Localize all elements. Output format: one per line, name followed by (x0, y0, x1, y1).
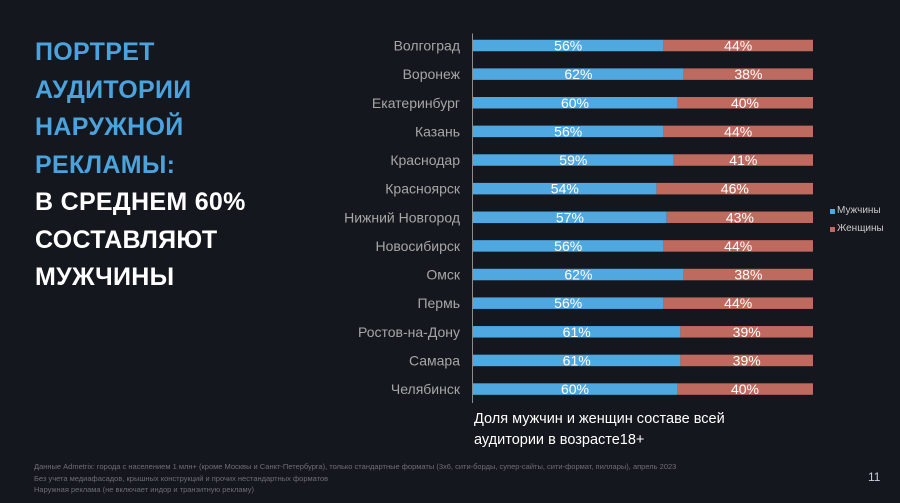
category-label: Волгоград (394, 38, 460, 54)
data-label-men: 59% (559, 152, 587, 168)
subtitle-line: В СРЕДНЕМ 60% (35, 188, 246, 216)
data-label-men: 61% (563, 324, 591, 340)
page-number: 11 (868, 470, 881, 484)
data-label-women: 40% (731, 95, 759, 111)
data-label-men: 57% (556, 209, 584, 225)
title-line: НАРУЖНОЙ (35, 113, 184, 141)
data-label-men: 54% (551, 181, 579, 197)
data-label-women: 46% (721, 181, 749, 197)
bar-women (663, 297, 813, 309)
category-label: Красноярск (385, 181, 461, 197)
data-label-men: 61% (563, 352, 591, 368)
data-label-women: 40% (731, 381, 759, 397)
data-label-women: 44% (724, 295, 752, 311)
bar-men (473, 383, 677, 395)
legend-label-women: Женщины (837, 223, 884, 234)
legend-label-men: Мужчины (837, 205, 881, 216)
subtitle-line: МУЖЧИНЫ (35, 263, 175, 291)
data-label-men: 62% (564, 267, 592, 283)
subtitle-line: СОСТАВЛЯЮТ (35, 225, 218, 254)
bar-women (663, 39, 813, 52)
bar-women (677, 383, 813, 395)
data-label-women: 43% (726, 209, 754, 225)
title-line: АУДИТОРИИ (35, 75, 192, 104)
category-label: Омск (426, 267, 461, 283)
category-label: Самара (409, 352, 460, 368)
bar-women (680, 354, 813, 367)
bar-men (473, 182, 657, 195)
category-label: Пермь (417, 295, 460, 311)
slide-title: ПОРТРЕТ АУДИТОРИИ НАРУЖНОЙ РЕКЛАМЫ: В СР… (35, 34, 246, 297)
category-label: Воронеж (403, 66, 461, 82)
category-label: Нижний Новгород (344, 209, 460, 225)
footnote-line: Без учета медиафасадов, крышных конструк… (34, 473, 329, 483)
footnote-line: Наружная реклама (не включает индор и тр… (34, 485, 254, 494)
bar-men (473, 125, 664, 138)
data-label-men: 56% (554, 38, 582, 54)
data-label-men: 56% (554, 295, 582, 311)
legend-item-men: Мужчины (830, 202, 884, 220)
bar-women (677, 97, 813, 109)
data-label-men: 56% (554, 238, 582, 254)
category-label: Казань (415, 123, 460, 139)
category-label: Новосибирск (375, 238, 460, 254)
bar-women (673, 154, 813, 166)
bar-men (473, 39, 664, 52)
bar-women (663, 125, 813, 138)
bar-men (473, 211, 667, 224)
category-label: Челябинск (391, 381, 461, 397)
legend-swatch-men (830, 208, 835, 214)
legend-swatch-women (830, 226, 835, 232)
bar-men (473, 154, 674, 166)
data-label-men: 62% (564, 66, 592, 82)
legend-item-women: Женщины (830, 220, 884, 238)
chart-legend: Мужчины Женщины (830, 202, 884, 238)
caption-line: аудитории в возрасте18+ (474, 432, 645, 448)
data-label-men: 60% (561, 381, 589, 397)
bar-men (473, 97, 677, 109)
chart-caption: Доля мужчин и женщин составе всей аудито… (474, 409, 725, 451)
bar-men (473, 68, 684, 80)
title-line: РЕКЛАМЫ: (35, 150, 176, 179)
bar-men (473, 268, 684, 281)
data-label-women: 44% (724, 38, 752, 54)
bar-men (473, 297, 664, 309)
bar-women (666, 211, 813, 224)
data-label-women: 39% (733, 352, 761, 368)
data-label-women: 41% (729, 152, 757, 168)
bar-women (663, 240, 813, 252)
bar-women (680, 326, 813, 338)
category-label: Ростов-на-Дону (358, 324, 460, 340)
bar-women (683, 268, 813, 281)
category-label: Краснодар (390, 152, 460, 168)
bar-men (473, 354, 681, 367)
bar-women (656, 182, 813, 195)
category-label: Екатеринбург (372, 95, 460, 111)
footnotes: Данные Admetrix: города с населением 1 м… (34, 461, 676, 496)
data-label-women: 38% (734, 66, 762, 82)
bar-men (473, 326, 681, 338)
data-label-men: 56% (554, 123, 582, 139)
title-line: ПОРТРЕТ (35, 38, 155, 66)
data-label-women: 44% (724, 238, 752, 254)
data-label-women: 44% (724, 123, 752, 139)
data-label-men: 60% (561, 95, 589, 111)
footnote-line: Данные Admetrix: города с населением 1 м… (34, 462, 677, 471)
bar-women (683, 68, 813, 80)
data-label-women: 39% (733, 324, 761, 340)
data-label-women: 38% (734, 267, 762, 283)
caption-line: Доля мужчин и женщин составе всей (474, 411, 725, 427)
bar-men (473, 240, 664, 252)
